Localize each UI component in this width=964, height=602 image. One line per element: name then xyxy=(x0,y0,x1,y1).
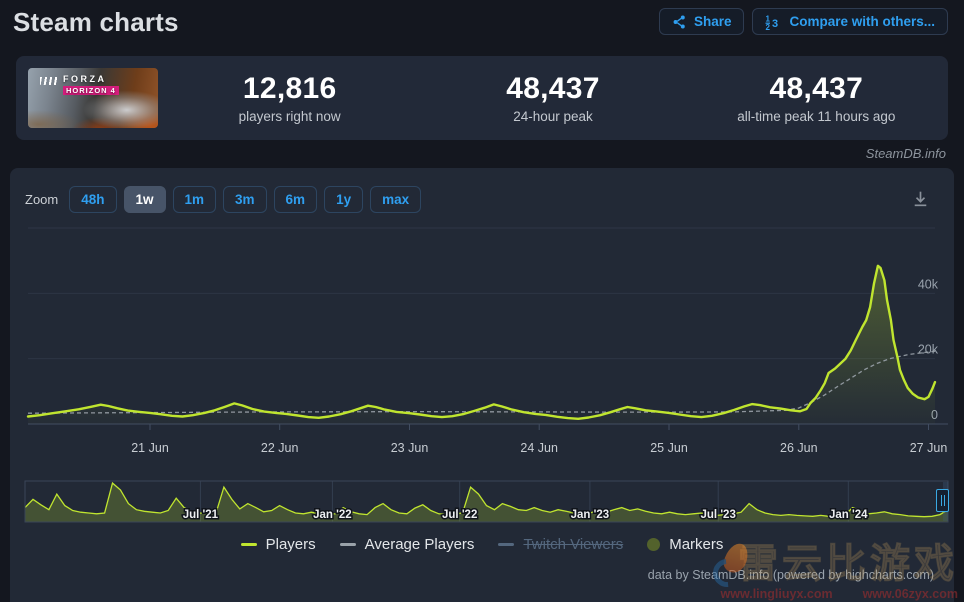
players-swatch-icon xyxy=(240,543,257,546)
zoom-label: Zoom xyxy=(25,192,59,207)
current-players-label: players right now xyxy=(238,109,341,124)
chart-panel: Zoom 48h 1w 1m 3m 6m 1y max 020k40k21 Ju… xyxy=(10,168,954,602)
range-1w-button[interactable]: 1w xyxy=(123,186,166,213)
compare-button[interactable]: 1 2 3 Compare with others... xyxy=(752,8,948,35)
legend-item-average-players[interactable]: Average Players xyxy=(339,536,475,553)
share-icon xyxy=(673,15,685,28)
credits-link[interactable]: data by SteamDB.info (powered by highcha… xyxy=(647,568,934,582)
svg-text:22 Jun: 22 Jun xyxy=(261,441,299,455)
svg-text:20k: 20k xyxy=(918,343,939,357)
svg-text:40k: 40k xyxy=(918,277,939,291)
share-button[interactable]: Share xyxy=(658,8,745,35)
page-title: Steam charts xyxy=(13,7,179,37)
peak-24h-value: 48,437 xyxy=(506,72,600,105)
game-title-line1: FORZA xyxy=(63,74,107,84)
header-actions: Share 1 2 3 Compare with others... xyxy=(658,8,948,35)
svg-text:2: 2 xyxy=(766,23,771,30)
alltime-peak-label: all-time peak 11 hours ago xyxy=(737,109,896,124)
svg-text:Jul '23: Jul '23 xyxy=(701,509,736,521)
svg-text:24 Jun: 24 Jun xyxy=(520,441,558,455)
share-label: Share xyxy=(693,14,732,29)
game-capsule[interactable]: FORZA HORIZON 4 xyxy=(28,68,158,128)
stat-alltime-peak: 48,437 all-time peak 11 hours ago xyxy=(685,72,948,124)
stats-panel: FORZA HORIZON 4 12,816 players right now… xyxy=(16,56,948,140)
legend-players-label: Players xyxy=(265,536,316,553)
range-1y-button[interactable]: 1y xyxy=(324,186,364,213)
legend-item-players[interactable]: Players xyxy=(240,536,316,553)
alltime-peak-value: 48,437 xyxy=(769,72,864,105)
stat-current-players: 12,816 players right now xyxy=(158,72,421,124)
peak-24h-label: 24-hour peak xyxy=(513,109,593,124)
svg-text:21 Jun: 21 Jun xyxy=(131,441,169,455)
download-button[interactable] xyxy=(910,188,931,212)
svg-text:Jan '22: Jan '22 xyxy=(313,509,352,521)
range-6m-button[interactable]: 6m xyxy=(273,186,318,213)
legend-markers-label: Markers xyxy=(669,536,724,553)
game-logo: FORZA HORIZON 4 xyxy=(63,74,119,95)
steamdb-watermark: SteamDB.info xyxy=(865,146,946,161)
chart-legend: Players Average Players Twitch Viewers M… xyxy=(10,536,954,553)
legend-item-markers[interactable]: Markers xyxy=(647,536,723,553)
svg-text:Jan '24: Jan '24 xyxy=(829,509,868,521)
navigator-handle[interactable] xyxy=(936,489,949,512)
svg-text:Jan '23: Jan '23 xyxy=(571,509,610,521)
svg-text:3: 3 xyxy=(772,18,778,30)
range-48h-button[interactable]: 48h xyxy=(69,186,117,213)
twitch-viewers-swatch-icon xyxy=(498,543,515,546)
svg-text:23 Jun: 23 Jun xyxy=(391,441,429,455)
current-players-value: 12,816 xyxy=(242,72,337,105)
forza-stripes-icon xyxy=(40,77,59,85)
legend-item-twitch-viewers[interactable]: Twitch Viewers xyxy=(498,536,623,553)
svg-text:25 Jun: 25 Jun xyxy=(650,441,688,455)
average-players-swatch-icon xyxy=(339,543,356,546)
game-title-line2: HORIZON 4 xyxy=(63,86,119,95)
markers-swatch-icon xyxy=(647,538,661,551)
chart-toolbar: Zoom 48h 1w 1m 3m 6m 1y max xyxy=(25,186,939,213)
stat-24h-peak: 48,437 24-hour peak xyxy=(421,72,684,124)
compare-label: Compare with others... xyxy=(789,14,935,29)
svg-text:Jul '21: Jul '21 xyxy=(183,509,219,521)
svg-text:Jul '22: Jul '22 xyxy=(442,509,477,521)
compare-icon: 1 2 3 xyxy=(765,14,779,30)
range-3m-button[interactable]: 3m xyxy=(223,186,267,213)
range-max-button[interactable]: max xyxy=(370,186,422,213)
legend-twitch-viewers-label: Twitch Viewers xyxy=(523,536,624,553)
download-icon xyxy=(914,191,927,207)
range-1m-button[interactable]: 1m xyxy=(172,186,217,213)
legend-average-players-label: Average Players xyxy=(364,536,475,553)
svg-text:26 Jun: 26 Jun xyxy=(780,441,818,455)
svg-text:1: 1 xyxy=(766,14,771,23)
svg-text:27 Jun: 27 Jun xyxy=(910,441,948,455)
header: Steam charts Share 1 2 3 Compare with xyxy=(0,0,964,48)
